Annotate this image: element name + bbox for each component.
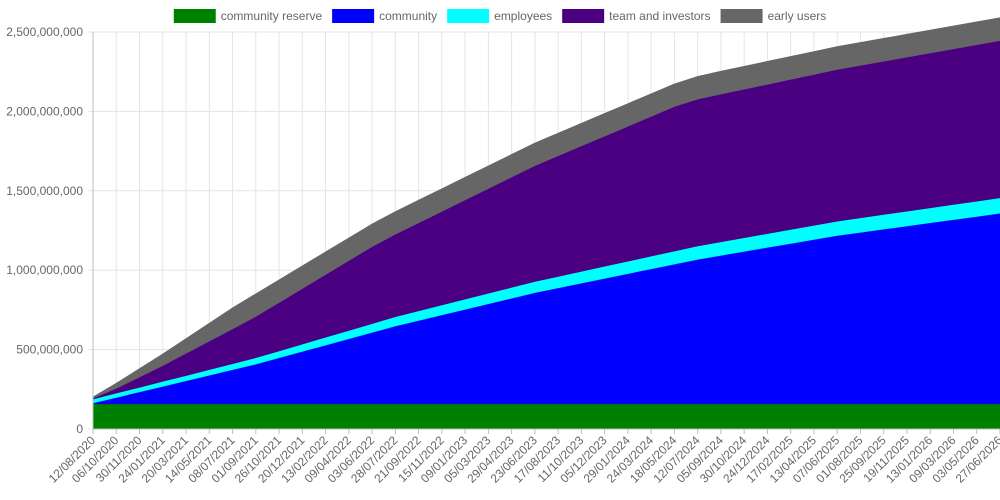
legend-label: community reserve xyxy=(221,9,323,23)
area-layer xyxy=(92,17,1000,430)
legend-item-community[interactable]: community xyxy=(332,9,437,23)
legend: community reserve community employees team … xyxy=(173,9,827,23)
y-tick-label: 2,000,000,000 xyxy=(6,104,83,118)
y-tick-label: 0 xyxy=(76,422,83,436)
y-tick-label: 500,000,000 xyxy=(16,343,83,357)
legend-swatch xyxy=(173,9,216,23)
legend-item-employees[interactable]: employees xyxy=(447,9,552,23)
legend-swatch xyxy=(562,9,605,23)
legend-label: early users xyxy=(768,9,827,23)
y-tick-label: 1,000,000,000 xyxy=(6,263,83,277)
legend-item-team-and-investors[interactable]: team and investors xyxy=(562,9,711,23)
legend-swatch xyxy=(332,9,375,23)
area-series-early-users xyxy=(92,17,1000,399)
y-tick-label: 1,500,000,000 xyxy=(6,184,83,198)
legend-label: team and investors xyxy=(609,9,710,23)
legend-item-community-reserve[interactable]: community reserve xyxy=(173,9,323,23)
legend-swatch xyxy=(720,9,763,23)
y-tick-label: 2,500,000,000 xyxy=(6,25,83,39)
legend-label: community xyxy=(379,9,437,23)
area-series-community-reserve xyxy=(92,403,1000,430)
legend-label: employees xyxy=(494,9,552,23)
legend-item-early-users[interactable]: early users xyxy=(720,9,827,23)
legend-swatch xyxy=(447,9,490,23)
